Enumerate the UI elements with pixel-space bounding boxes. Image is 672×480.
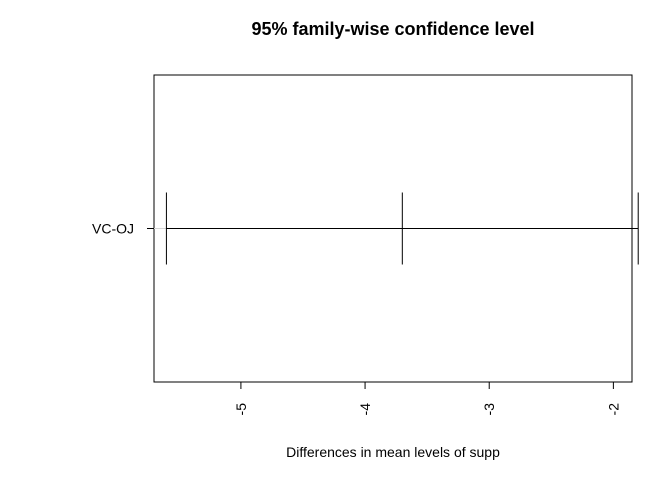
x-tick-label: -2 xyxy=(605,403,621,416)
x-tick-label: -3 xyxy=(481,403,497,416)
y-tick-label: VC-OJ xyxy=(92,221,134,237)
chart-title: 95% family-wise confidence level xyxy=(251,19,534,39)
x-axis-label: Differences in mean levels of supp xyxy=(286,444,500,460)
y-axis: VC-OJ xyxy=(92,221,154,237)
x-tick-label: -4 xyxy=(357,403,373,416)
x-tick-label: -5 xyxy=(233,403,249,416)
confidence-intervals xyxy=(165,192,639,265)
x-axis: -5 -4 -3 -2 xyxy=(233,381,621,416)
